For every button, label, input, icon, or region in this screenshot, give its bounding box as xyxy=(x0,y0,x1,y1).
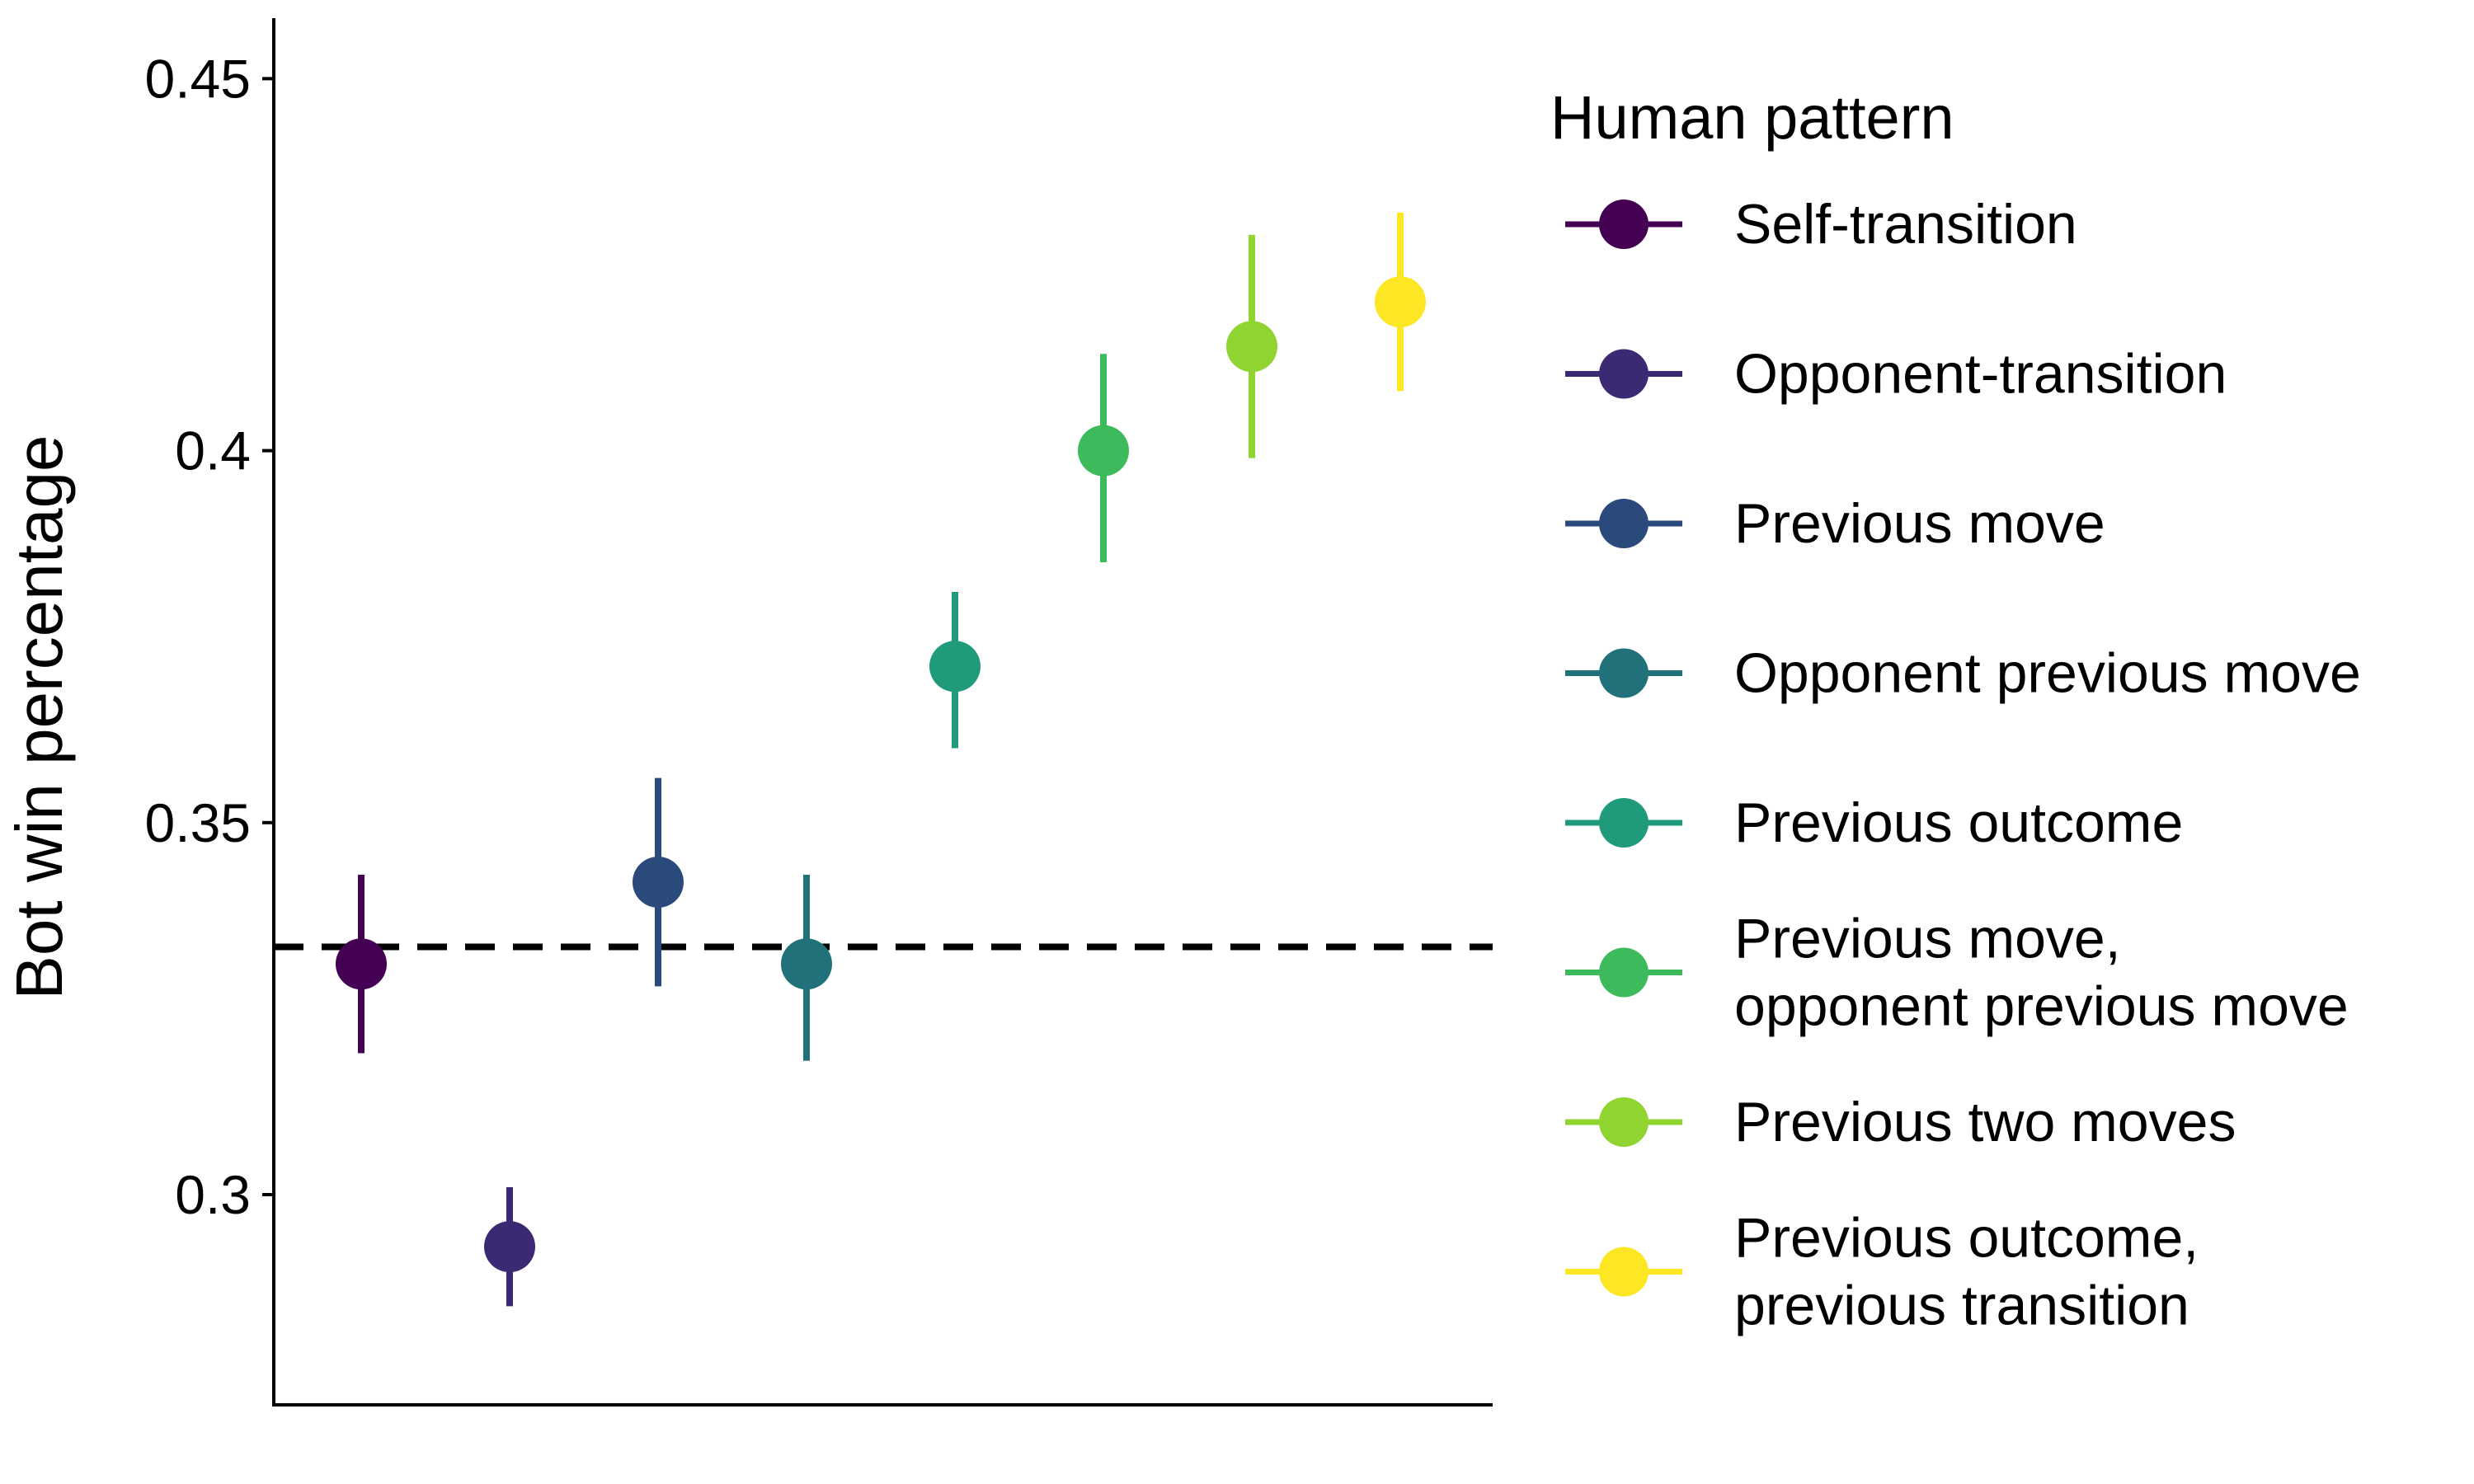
legend-key-point xyxy=(1599,648,1649,698)
data-point-group xyxy=(484,1186,535,1307)
data-point-group xyxy=(1078,354,1129,562)
legend-item: Opponent previous move xyxy=(1565,642,2361,705)
data-point-group xyxy=(929,592,981,749)
legend-item: Previous move,opponent previous move xyxy=(1565,908,2349,1038)
data-point xyxy=(1078,425,1129,477)
legend-key-point xyxy=(1599,1097,1649,1147)
legend-label: Previous two moves xyxy=(1734,1091,2236,1153)
plot-area: 0.3 0.35 0.4 0.45 xyxy=(145,18,1493,1407)
data-point-group xyxy=(633,777,684,987)
legend-item: Previous two moves xyxy=(1565,1091,2236,1153)
legend-label: Opponent previous move xyxy=(1734,642,2361,705)
legend-item: Previous outcome xyxy=(1565,791,2183,854)
y-tick-label: 0.45 xyxy=(145,48,251,109)
y-tick-label: 0.4 xyxy=(175,420,251,481)
legend-key-point xyxy=(1599,798,1649,848)
y-axis-title: Bot win percentage xyxy=(2,435,76,1000)
y-tick-label: 0.35 xyxy=(145,792,251,853)
data-point-group xyxy=(781,874,832,1061)
legend-key-point xyxy=(1599,349,1649,399)
data-point-group xyxy=(1375,212,1426,392)
legend-label: Previous outcome, xyxy=(1734,1207,2199,1270)
legend-label: previous transition xyxy=(1734,1275,2189,1337)
legend-key-point xyxy=(1599,1247,1649,1297)
data-point xyxy=(929,641,981,693)
data-point xyxy=(781,938,832,990)
legend-item: Previous move xyxy=(1565,492,2105,555)
data-point xyxy=(1375,276,1426,328)
legend-label: Previous outcome xyxy=(1734,791,2183,854)
legend-label: Previous move xyxy=(1734,492,2105,555)
legend-item: Self-transition xyxy=(1565,193,2077,256)
legend-label: Previous move, xyxy=(1734,908,2121,970)
legend: Human pattern Self-transition Opponent-tr… xyxy=(1550,83,2361,1337)
legend-item: Opponent-transition xyxy=(1565,343,2227,406)
legend-key-point xyxy=(1599,499,1649,548)
legend-title: Human pattern xyxy=(1550,83,1954,152)
legend-item: Previous outcome,previous transition xyxy=(1565,1207,2199,1337)
legend-key-point xyxy=(1599,200,1649,249)
legend-items: Self-transition Opponent-transition Previo… xyxy=(1565,193,2361,1337)
legend-label: opponent previous move xyxy=(1734,975,2349,1038)
legend-label: Self-transition xyxy=(1734,193,2077,256)
data-point xyxy=(633,856,684,908)
data-point xyxy=(484,1221,535,1273)
legend-label: Opponent-transition xyxy=(1734,343,2227,406)
data-point xyxy=(1226,321,1277,373)
y-tick-label: 0.3 xyxy=(175,1164,251,1225)
legend-key-point xyxy=(1599,947,1649,998)
data-point xyxy=(336,938,387,990)
data-point-group xyxy=(1226,234,1277,458)
data-point-group xyxy=(336,874,387,1054)
